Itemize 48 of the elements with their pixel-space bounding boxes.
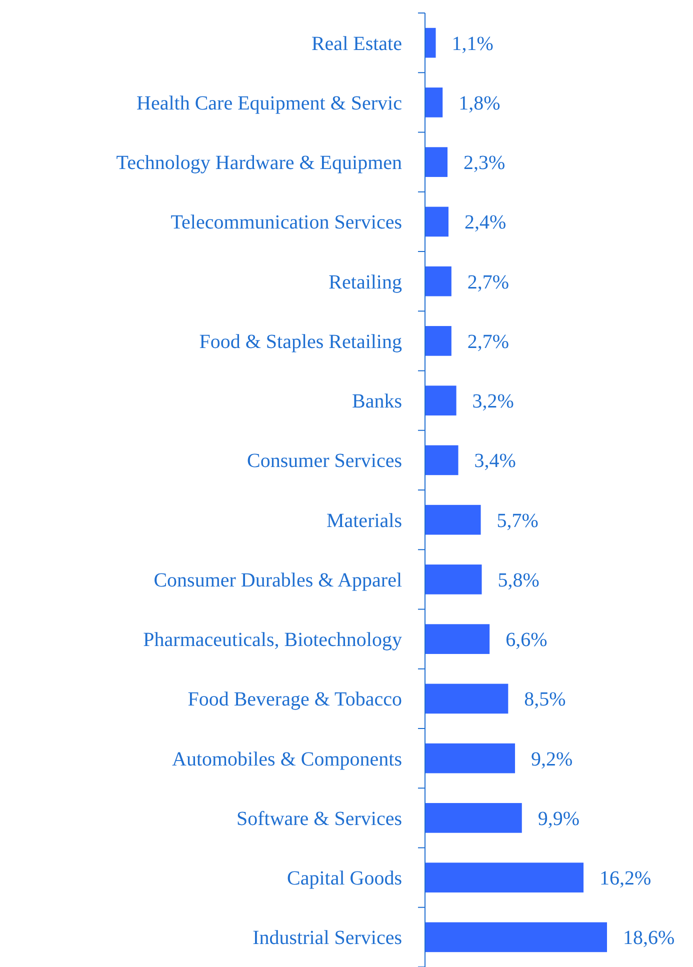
bar <box>425 803 522 833</box>
data-label: 2,4% <box>464 212 506 234</box>
y-tick-label: Software & Services <box>236 808 402 830</box>
data-label: 1,1% <box>452 32 494 55</box>
y-tick-label: Food Beverage & Tobacco <box>188 688 402 711</box>
y-tick-label: Banks <box>352 390 402 413</box>
y-tick-label: Consumer Services <box>247 450 402 472</box>
bar <box>425 624 490 654</box>
y-tick-label: Real Estate <box>311 32 402 55</box>
y-tick-label: Telecommunication Services <box>170 212 402 234</box>
data-label: 18,6% <box>623 927 675 950</box>
bar <box>425 28 436 58</box>
bar <box>425 862 584 892</box>
bar <box>425 445 458 476</box>
bar <box>425 88 443 118</box>
bar <box>425 684 508 714</box>
data-label: 3,2% <box>472 390 514 413</box>
y-tick-label: Health Care Equipment & Servic <box>136 92 402 114</box>
bar <box>425 206 448 237</box>
y-tick-label: Retailing <box>328 271 402 294</box>
data-label: 5,8% <box>498 569 540 592</box>
bar <box>425 266 452 296</box>
data-label: 6,6% <box>506 629 548 652</box>
data-label: 2,7% <box>467 330 510 353</box>
bar <box>425 386 456 416</box>
data-label: 9,2% <box>531 748 573 770</box>
bar <box>425 326 452 356</box>
data-label: 8,5% <box>524 688 566 711</box>
y-tick-label: Food & Staples Retailing <box>199 330 402 353</box>
data-label: 16,2% <box>600 868 652 890</box>
y-tick-label: Capital Goods <box>287 868 402 890</box>
y-tick-label: Automobiles & Components <box>172 748 402 770</box>
bar <box>425 564 482 594</box>
y-tick-label: Industrial Services <box>252 927 402 950</box>
data-label: 2,3% <box>464 152 506 174</box>
data-label: 9,9% <box>538 808 580 830</box>
y-tick-label: Materials <box>326 510 402 532</box>
data-label: 3,4% <box>474 450 516 472</box>
data-label: 5,7% <box>496 510 538 532</box>
bar <box>425 504 481 535</box>
bar <box>425 147 448 177</box>
data-label: 2,7% <box>467 271 510 294</box>
y-tick-label: Pharmaceuticals, Biotechnology <box>143 629 402 652</box>
bar <box>425 922 607 952</box>
bar <box>425 743 516 774</box>
y-tick-label: Technology Hardware & Equipmen <box>116 152 402 174</box>
y-tick-label: Consumer Durables & Apparel <box>154 569 402 592</box>
data-label: 1,8% <box>458 92 500 114</box>
